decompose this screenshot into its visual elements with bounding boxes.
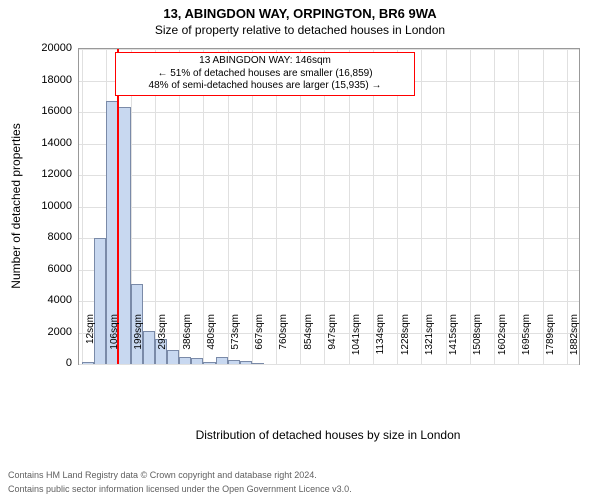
x-tick-label: 1508sqm [472,314,483,369]
y-tick-label: 14000 [0,137,72,149]
y-tick-label: 8000 [0,231,72,243]
grid-v [82,49,83,364]
annotation-box: 13 ABINGDON WAY: 146sqm ← 51% of detache… [115,52,415,96]
x-tick-label: 293sqm [157,314,168,369]
grid-v [276,49,277,364]
annotation-line: 13 ABINGDON WAY: 146sqm [120,55,410,68]
grid-v [421,49,422,364]
grid-v [446,49,447,364]
y-tick-label: 4000 [0,294,72,306]
grid-v [494,49,495,364]
x-tick-label: 1882sqm [569,314,580,369]
x-tick-label: 480sqm [206,314,217,369]
x-tick-label: 199sqm [133,314,144,369]
x-tick-label: 1041sqm [351,314,362,369]
x-tick-label: 1695sqm [521,314,532,369]
grid-v [203,49,204,364]
grid-v [324,49,325,364]
x-tick-label: 1789sqm [545,314,556,369]
x-tick-label: 854sqm [303,314,314,369]
copyright-line: Contains public sector information licen… [8,484,352,494]
page-title: 13, ABINGDON WAY, ORPINGTON, BR6 9WA [0,6,600,21]
annotation-line: ← 51% of detached houses are smaller (16… [120,68,410,81]
grid-v [252,49,253,364]
x-axis-label: Distribution of detached houses by size … [196,428,461,442]
histogram-bar [191,358,203,364]
y-tick-label: 16000 [0,105,72,117]
y-tick-label: 6000 [0,263,72,275]
grid-v [543,49,544,364]
copyright-line: Contains HM Land Registry data © Crown c… [8,470,317,480]
page-subtitle: Size of property relative to detached ho… [0,23,600,37]
y-tick-label: 10000 [0,200,72,212]
grid-v [349,49,350,364]
x-tick-label: 12sqm [85,314,96,369]
histogram-bar [118,107,130,364]
x-tick-label: 1415sqm [448,314,459,369]
grid-v [155,49,156,364]
histogram-bar [94,238,106,364]
grid-v [470,49,471,364]
annotation-line: 48% of semi-detached houses are larger (… [120,80,410,93]
x-tick-label: 1321sqm [424,314,435,369]
x-tick-label: 386sqm [182,314,193,369]
histogram-bar [240,361,252,364]
histogram-bar [143,331,155,364]
y-tick-label: 0 [0,357,72,369]
grid-v [567,49,568,364]
y-tick-label: 20000 [0,42,72,54]
x-tick-label: 667sqm [254,314,265,369]
x-tick-label: 760sqm [278,314,289,369]
x-tick-label: 1602sqm [497,314,508,369]
y-tick-label: 18000 [0,74,72,86]
x-tick-label: 1228sqm [400,314,411,369]
grid-v [179,49,180,364]
histogram-bar [167,350,179,364]
x-tick-label: 947sqm [327,314,338,369]
histogram-bar [216,357,228,364]
x-tick-label: 573sqm [230,314,241,369]
grid-v [518,49,519,364]
grid-v [373,49,374,364]
grid-v [228,49,229,364]
grid-v [397,49,398,364]
y-tick-label: 12000 [0,168,72,180]
grid-v [300,49,301,364]
x-tick-label: 1134sqm [375,314,386,369]
x-tick-label: 106sqm [109,314,120,369]
y-tick-label: 2000 [0,326,72,338]
